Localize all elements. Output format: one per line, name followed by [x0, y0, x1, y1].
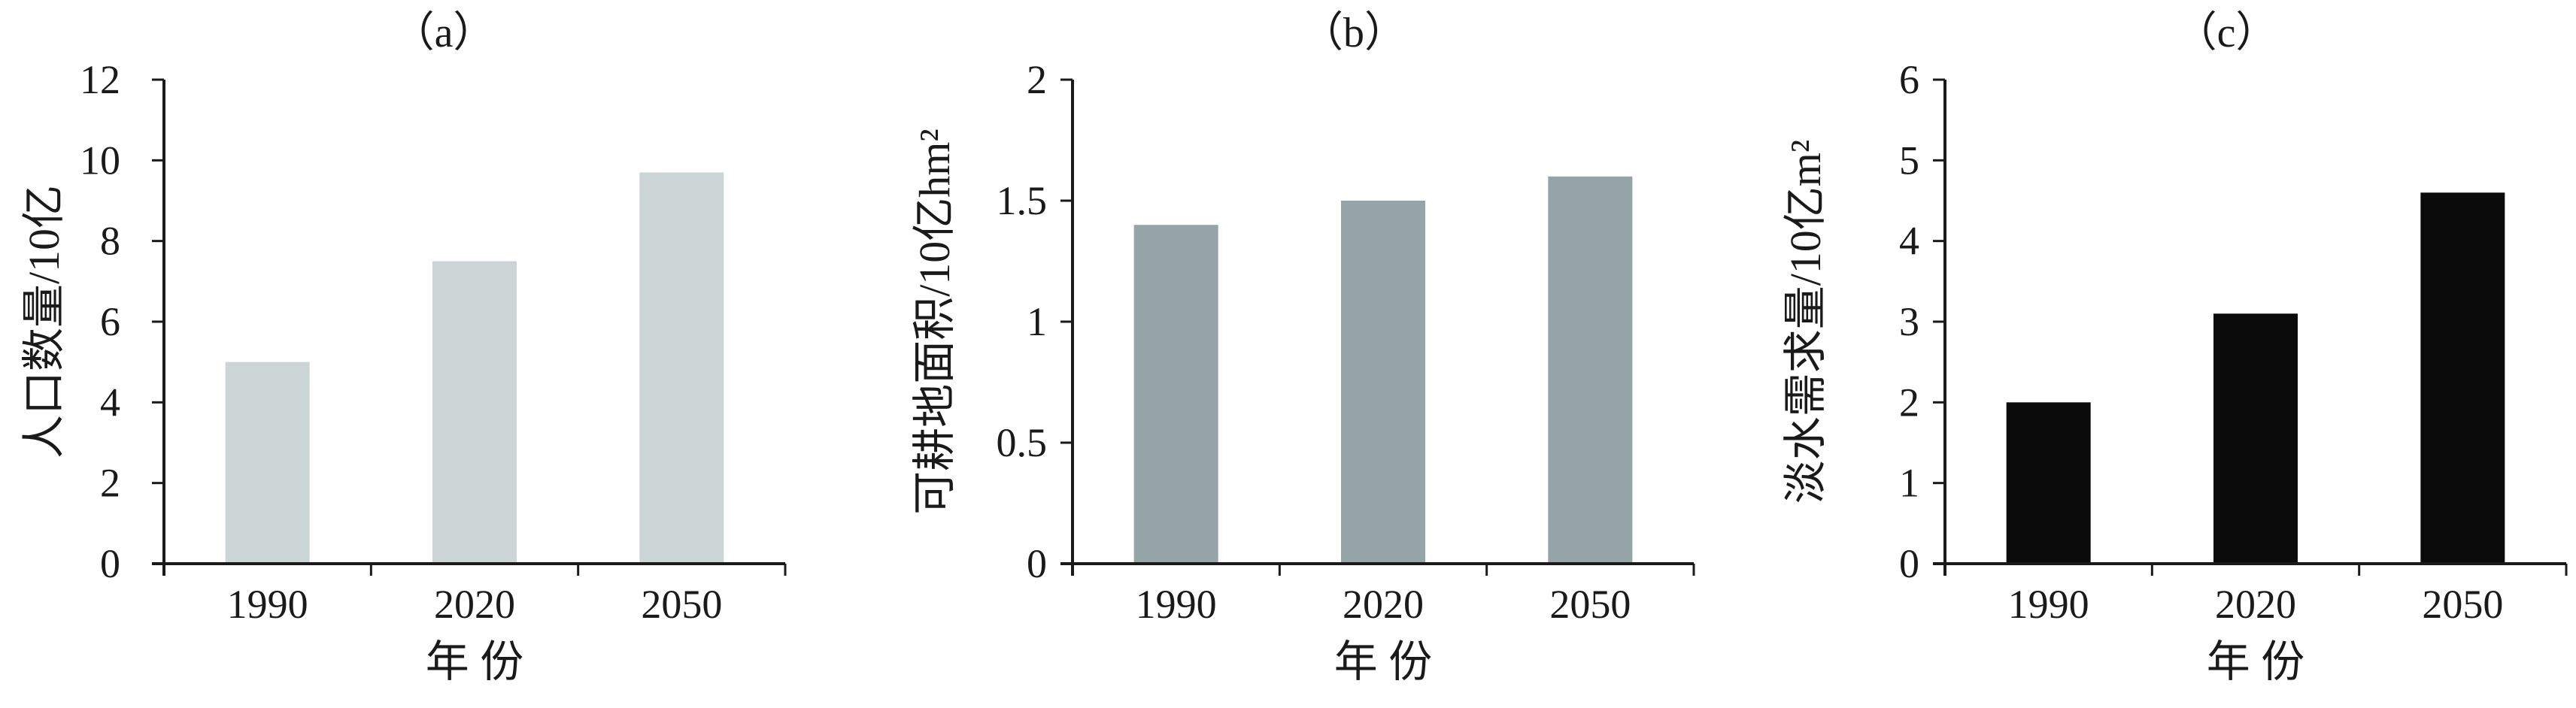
- x-tick-label: 2020: [2215, 582, 2296, 627]
- y-tick-label: 0: [1899, 541, 1919, 586]
- y-tick-label: 8: [100, 219, 120, 264]
- panel-title: （c）: [2175, 10, 2278, 56]
- y-axis-title: 淡水需求量/10亿m²: [1781, 140, 1830, 504]
- y-tick-label: 2: [100, 461, 120, 506]
- y-tick-label: 0.5: [997, 420, 1048, 465]
- panel-title: （b）: [1301, 10, 1406, 56]
- y-tick-label: 1.5: [997, 178, 1048, 223]
- y-tick-label: 1: [1027, 299, 1047, 344]
- y-axis-title: 可耕地面积/10亿hm²: [910, 129, 959, 515]
- x-axis-title: 年 份: [426, 637, 524, 686]
- panel-title: （a）: [393, 10, 496, 56]
- y-tick-label: 4: [100, 380, 120, 425]
- x-axis-title: 年 份: [1334, 637, 1433, 686]
- y-tick-label: 2: [1899, 380, 1919, 425]
- x-tick-label: 2050: [1549, 582, 1631, 627]
- x-axis-title: 年 份: [2207, 637, 2305, 686]
- bar-1990: [225, 362, 310, 564]
- x-tick-label: 1990: [1136, 582, 1217, 627]
- bar-2020: [1341, 201, 1425, 564]
- bar-2050: [2420, 192, 2505, 564]
- bar-2020: [2213, 313, 2298, 564]
- chart-panel-c: （c） 0 1 2 3 4 5 6 1990 2020 2050 年 份 淡水需求量/10亿m²: [1781, 10, 2568, 686]
- y-tick-label: 4: [1899, 219, 1919, 264]
- x-tick-label: 1990: [227, 582, 308, 627]
- bar-1990: [1133, 225, 1218, 564]
- y-tick-label: 5: [1899, 138, 1919, 183]
- y-tick-label: 6: [100, 299, 120, 344]
- bar-2050: [639, 172, 724, 564]
- chart-panel-a: （a） 0 2 4 6 8 10 12 1990 2020 2050 年 份 人口数量/10亿: [20, 10, 787, 686]
- x-tick-label: 2020: [434, 582, 515, 627]
- y-tick-label: 0: [1027, 541, 1047, 586]
- y-tick-label: 2: [1027, 57, 1047, 102]
- x-tick-label: 2020: [1343, 582, 1424, 627]
- y-tick-label: 6: [1899, 57, 1919, 102]
- y-tick-label: 0: [100, 541, 120, 586]
- x-tick-label: 1990: [2008, 582, 2089, 627]
- y-tick-label: 3: [1899, 299, 1919, 344]
- y-tick-label: 10: [80, 138, 120, 183]
- x-tick-label: 2050: [2422, 582, 2503, 627]
- bar-2050: [1548, 176, 1633, 564]
- bar-2020: [432, 261, 517, 564]
- chart-panel-b: （b） 0 0.5 1 1.5 2 1990 2020 2050 年 份 可耕地面积/10亿hm²: [910, 10, 1695, 686]
- y-tick-label: 1: [1899, 461, 1919, 506]
- x-tick-label: 2050: [641, 582, 722, 627]
- bar-1990: [2006, 402, 2091, 564]
- y-axis-title: 人口数量/10亿: [20, 185, 68, 458]
- y-tick-label: 12: [80, 57, 120, 102]
